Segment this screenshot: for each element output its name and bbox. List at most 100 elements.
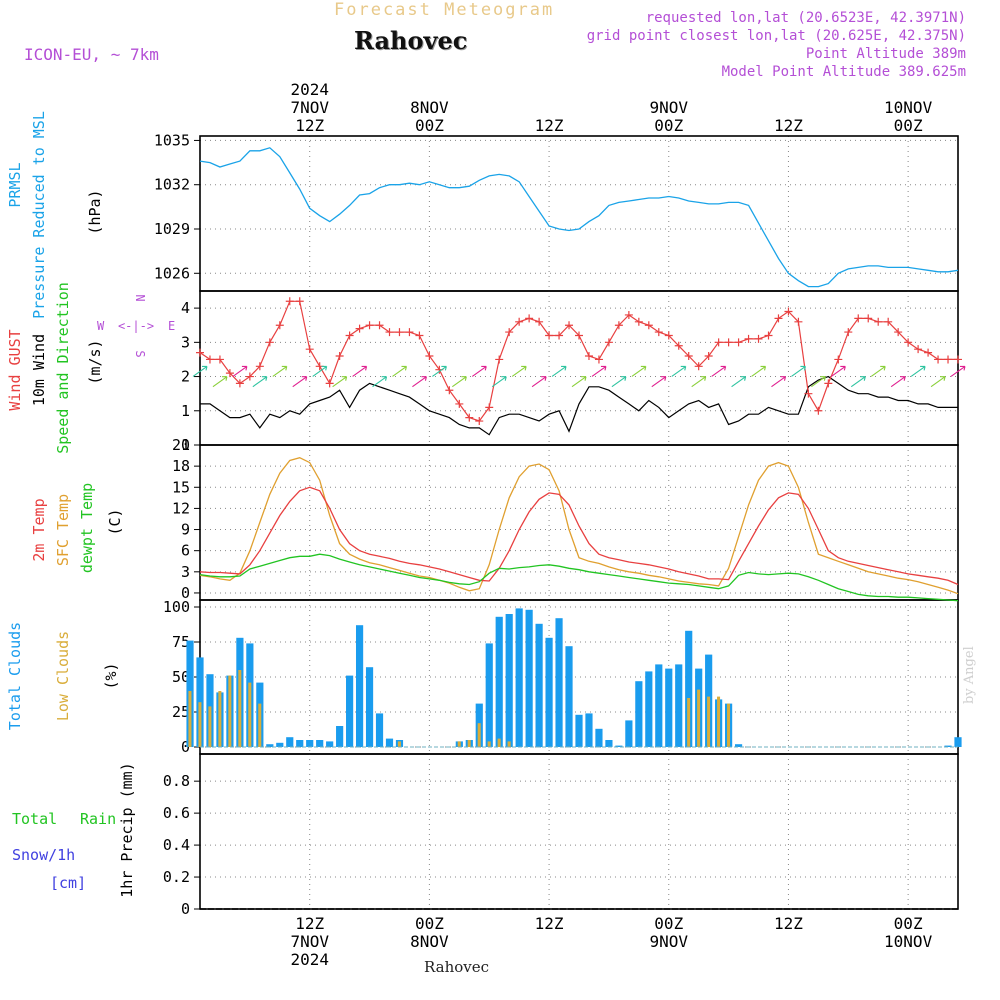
top-time-label: 00Z: [415, 116, 444, 135]
wind-direction-arrow: [591, 365, 607, 377]
wind-direction-arrow: [232, 365, 248, 377]
total-cloud-bar: [555, 618, 563, 747]
gust-marker: [814, 406, 823, 415]
gust-marker: [285, 297, 294, 306]
wind-direction-arrow: [631, 365, 647, 377]
total-cloud-bar: [685, 630, 693, 747]
gust-marker: [265, 338, 274, 347]
ytick-label: 0.8: [163, 772, 190, 790]
gust-marker: [395, 328, 404, 337]
top-time-label: 10NOV: [884, 98, 933, 117]
low-cloud-bar: [477, 723, 481, 747]
total-cloud-bar: [665, 668, 673, 747]
pressure-axis-label: Pressure Reduced to MSL: [30, 111, 48, 319]
ytick-label: 0.6: [163, 804, 190, 822]
gust-marker: [944, 355, 953, 364]
gust-marker: [724, 338, 733, 347]
dewpt-line: [199, 553, 959, 602]
gust-marker: [505, 328, 514, 337]
bottom-time-label: 9NOV: [649, 932, 688, 951]
low-cloud-bar: [507, 741, 511, 747]
total-cloud-bar: [565, 646, 573, 747]
gust-marker: [714, 338, 723, 347]
top-time-label: 00Z: [654, 116, 683, 135]
total-cloud-bar: [326, 741, 334, 747]
total-cloud-bar: [575, 714, 583, 747]
wind-direction-axis-label: Speed and Direction: [54, 282, 72, 454]
total-cloud-bar: [296, 740, 304, 747]
wind-direction-arrow: [930, 376, 946, 388]
prmsl-line: [199, 147, 959, 288]
ytick-label: 4: [181, 299, 190, 317]
ytick-label: 0: [181, 584, 190, 602]
ytick-label: 3: [181, 333, 190, 351]
ytick-label: 0: [181, 900, 190, 918]
bottom-time-label: 7NOV: [290, 932, 329, 951]
top-time-label: 7NOV: [290, 98, 329, 117]
ytick-label: 12: [172, 499, 190, 517]
model-altitude: Model Point Altitude 389.625m: [721, 64, 966, 80]
ytick-label: 1032: [154, 176, 190, 194]
total-rain-label-a: Total: [12, 810, 57, 828]
wind-direction-arrow: [910, 365, 926, 377]
low-cloud-bar: [727, 703, 731, 747]
bottom-time-label: 12Z: [774, 914, 803, 933]
wind-direction-arrow: [950, 365, 966, 377]
gust-marker: [584, 352, 593, 361]
precip-axis-label: 1hr Precip (mm): [118, 762, 136, 897]
wind-direction-arrow: [312, 365, 328, 377]
ytick-label: 15: [172, 478, 190, 496]
t2m-axis-label: 2m Temp: [30, 498, 48, 561]
panel-pressure: [194, 135, 959, 292]
snow-label: Snow/1h: [12, 846, 75, 864]
top-time-label: 00Z: [894, 116, 923, 135]
total-cloud-bar: [635, 681, 643, 747]
clouds-unit-label: (%): [102, 662, 120, 689]
wind-unit-label: (m/s): [86, 339, 104, 384]
wind-direction-arrow: [791, 365, 806, 377]
low-cloud-bar: [467, 740, 471, 747]
bottom-time-label: 12Z: [535, 914, 564, 933]
grid-point-coords: grid point closest lon,lat (20.625E, 42.…: [586, 28, 966, 44]
wind10m-axis-label: 10m Wind: [30, 334, 48, 406]
gust-marker: [674, 341, 683, 350]
gust-marker: [754, 334, 763, 343]
gust-marker: [664, 331, 673, 340]
total-cloud-bar: [306, 740, 314, 747]
gust-marker: [545, 331, 554, 340]
wind-direction-arrow: [611, 376, 627, 388]
ytick-label: 1029: [154, 220, 190, 238]
wind-direction-arrow: [511, 365, 527, 377]
gust-marker: [784, 307, 793, 316]
gust-marker: [235, 379, 244, 388]
low-cloud-bar: [188, 691, 192, 747]
wind-direction-arrow: [711, 365, 727, 377]
total-cloud-bar: [515, 608, 523, 747]
gust-marker: [275, 321, 284, 330]
low-clouds-axis-label: Low Clouds: [54, 631, 72, 721]
gust-marker: [555, 331, 564, 340]
gust-marker: [445, 386, 454, 395]
gust-marker: [345, 331, 354, 340]
gust-marker: [245, 372, 254, 381]
gust-marker: [375, 321, 384, 330]
compass-east: E: [168, 319, 175, 333]
wind-direction-arrow: [432, 365, 447, 377]
gust-marker: [824, 379, 833, 388]
wind-direction-arrow: [471, 365, 487, 377]
panel-frame: [199, 135, 959, 292]
total-cloud-bar: [355, 625, 364, 747]
low-cloud-bar: [198, 702, 202, 747]
location-title: Rahovec: [354, 26, 468, 55]
total-cloud-bar: [615, 745, 623, 747]
wind-direction-arrow: [531, 376, 547, 388]
total-cloud-bar: [266, 744, 274, 747]
total-cloud-bar: [336, 726, 344, 747]
low-cloud-bar: [248, 682, 252, 747]
gust-marker: [355, 324, 364, 333]
gust-marker: [325, 379, 334, 388]
pressure-unit-label: (hPa): [86, 189, 104, 234]
gust-marker: [904, 338, 913, 347]
low-cloud-bar: [397, 741, 401, 747]
sfc-axis-label: SFC Temp: [54, 494, 72, 566]
